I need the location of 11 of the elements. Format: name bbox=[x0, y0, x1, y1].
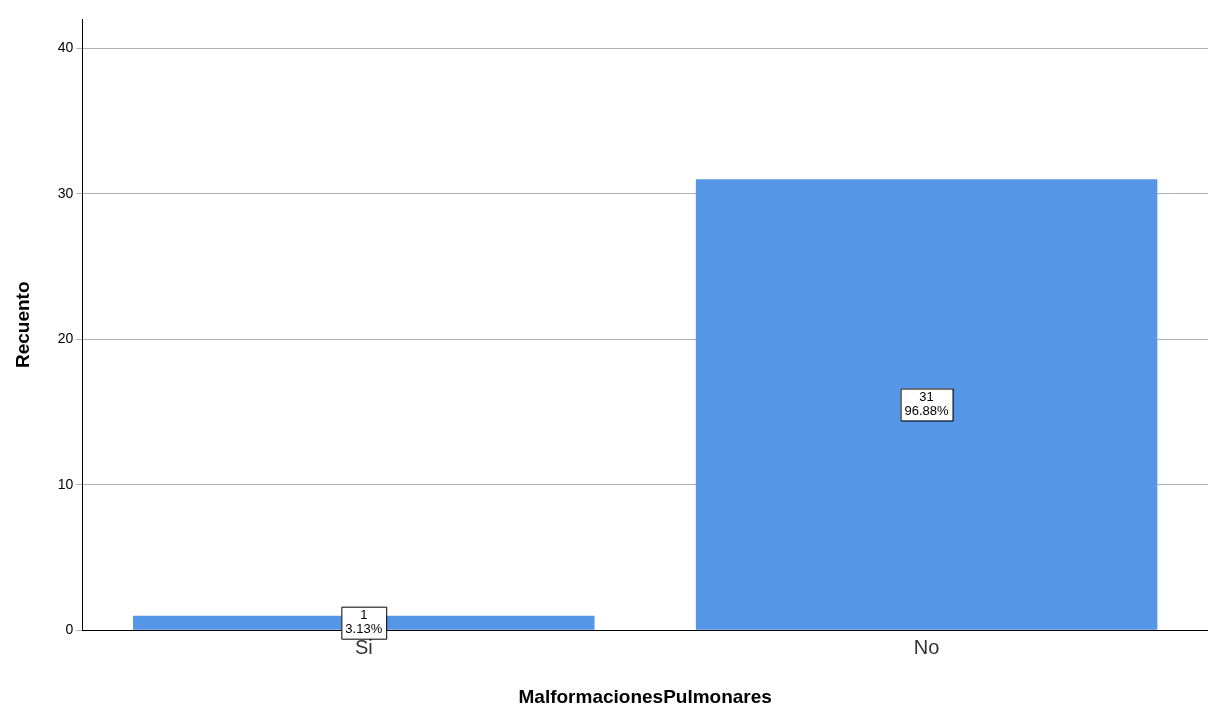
x-tick-label: Si bbox=[354, 635, 373, 658]
data-label: 1 3.13% bbox=[345, 607, 383, 637]
x-tick-label: No bbox=[913, 635, 940, 658]
y-tick-label: 10 bbox=[57, 475, 74, 492]
y-tick-label: 20 bbox=[57, 330, 74, 347]
x-axis-title: MalformacionesPulmonares bbox=[518, 685, 772, 707]
data-label: 31 96.88% bbox=[904, 389, 950, 419]
y-axis-title: Recuento bbox=[11, 281, 33, 369]
y-tick-label: 40 bbox=[57, 39, 74, 56]
y-tick-label: 0 bbox=[65, 621, 74, 638]
y-tick-label: 30 bbox=[57, 184, 74, 201]
